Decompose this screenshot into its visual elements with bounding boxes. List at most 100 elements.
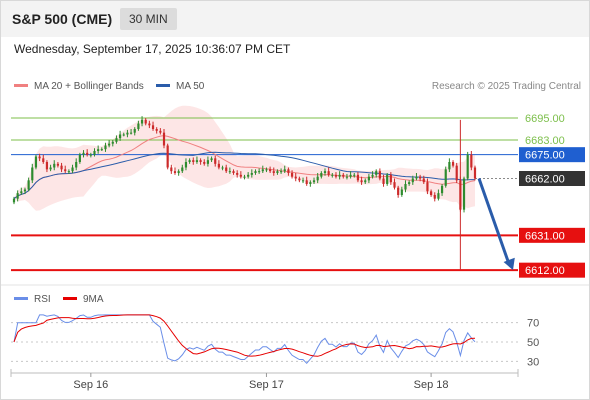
candle-body xyxy=(470,154,473,168)
candle-body xyxy=(375,171,378,175)
level-label-6675.00: 6675.00 xyxy=(525,150,565,162)
candle-body xyxy=(126,132,129,135)
research-credit: Research © 2025 Trading Central xyxy=(431,81,581,92)
candle-body xyxy=(166,145,169,168)
candle-body xyxy=(301,180,305,182)
rsi-line xyxy=(13,314,476,365)
candle-body xyxy=(397,187,400,195)
level-label-6683.00: 6683.00 xyxy=(525,135,565,147)
candle-body xyxy=(214,158,217,164)
candle-body xyxy=(279,171,283,173)
candle-body xyxy=(12,198,16,203)
candle-body xyxy=(455,165,458,181)
candle-body xyxy=(221,167,224,169)
rsi-tick-label: 50 xyxy=(527,337,539,349)
candle-body xyxy=(86,152,89,155)
bollinger-band xyxy=(14,105,475,211)
candle-body xyxy=(294,176,297,179)
candle-body xyxy=(38,156,41,159)
candle-body xyxy=(272,171,275,173)
legend-label-ma20: MA 20 + Bollinger Bands xyxy=(34,81,144,92)
candle-body xyxy=(404,184,407,190)
candle-body xyxy=(232,171,235,173)
candle-body xyxy=(389,174,392,183)
candle-body xyxy=(192,160,195,162)
candle-body xyxy=(290,173,294,177)
candle-body xyxy=(393,182,396,188)
timestamp: Wednesday, September 17, 2025 10:36:07 P… xyxy=(14,42,291,56)
rsi-tick-label: 70 xyxy=(527,318,539,330)
candle-body xyxy=(195,160,199,162)
candle-body xyxy=(327,171,330,175)
candle-body xyxy=(133,129,136,133)
candle-body xyxy=(422,178,425,183)
candle-body xyxy=(331,174,334,176)
candle-body xyxy=(382,178,385,184)
candle-body xyxy=(250,173,253,175)
candle-body xyxy=(360,180,363,183)
candle-body xyxy=(309,182,312,184)
candle-body xyxy=(97,149,100,151)
candle-body xyxy=(181,167,184,172)
timeframe-badge[interactable]: 30 MIN xyxy=(120,8,177,30)
chart-header: S&P 500 (CME) 30 MIN xyxy=(1,1,589,37)
candle-body xyxy=(199,160,202,162)
candle-body xyxy=(316,176,319,181)
candle-body xyxy=(415,176,418,179)
forecast-arrowhead xyxy=(503,257,515,271)
candle-body xyxy=(364,180,367,183)
candle-body xyxy=(349,174,352,177)
candle-body xyxy=(312,180,316,183)
candle-body xyxy=(283,169,286,172)
candle-body xyxy=(448,162,451,170)
candle-body xyxy=(254,171,257,173)
level-tag-6662.00 xyxy=(519,171,585,186)
candle-body xyxy=(444,169,447,186)
candle-body xyxy=(71,167,74,172)
candle-body xyxy=(144,119,147,124)
candle-body xyxy=(437,193,440,199)
legend-swatch-ma20 xyxy=(14,83,28,87)
candle-body xyxy=(173,171,177,173)
candle-body xyxy=(367,176,370,181)
candle-body xyxy=(356,174,360,181)
candle-body xyxy=(67,171,70,173)
candle-body xyxy=(42,158,45,162)
candle-body xyxy=(31,167,34,181)
candle-body xyxy=(140,119,144,124)
candle-body xyxy=(75,162,78,168)
candle-body xyxy=(276,171,279,173)
candle-body xyxy=(170,167,173,172)
ma50-line xyxy=(13,151,475,200)
candle-body xyxy=(111,141,114,144)
legend-swatch-ma50 xyxy=(156,83,170,87)
legend-swatch-rsi xyxy=(14,296,28,300)
candle-body xyxy=(386,174,389,184)
candle-body xyxy=(451,162,455,166)
candle-body xyxy=(426,182,429,192)
candle-body xyxy=(45,162,49,170)
candle-body xyxy=(177,171,180,173)
candle-body xyxy=(64,169,67,172)
candle-body xyxy=(433,195,436,199)
legend-ma50: MA 50 xyxy=(156,81,204,93)
candle-body xyxy=(115,138,118,142)
level-label-6612.00: 6612.00 xyxy=(525,265,565,277)
candle-body xyxy=(287,169,290,173)
rsi-legend-rsi: RSI xyxy=(14,294,51,306)
candle-body xyxy=(151,125,155,129)
candle-body xyxy=(129,132,133,134)
candle-body xyxy=(108,143,111,146)
candle-body xyxy=(473,167,477,179)
x-tick-label: Sep 16 xyxy=(73,379,108,391)
candle-body xyxy=(203,162,206,164)
candle-body xyxy=(82,152,85,155)
candle-body xyxy=(429,191,433,195)
candle-body xyxy=(89,154,92,156)
level-tag-6631.00 xyxy=(519,227,585,243)
candle-body xyxy=(23,189,27,192)
candle-body xyxy=(400,189,403,195)
candle-body xyxy=(247,174,250,177)
candle-body xyxy=(210,158,213,161)
ma20-line xyxy=(13,135,476,200)
